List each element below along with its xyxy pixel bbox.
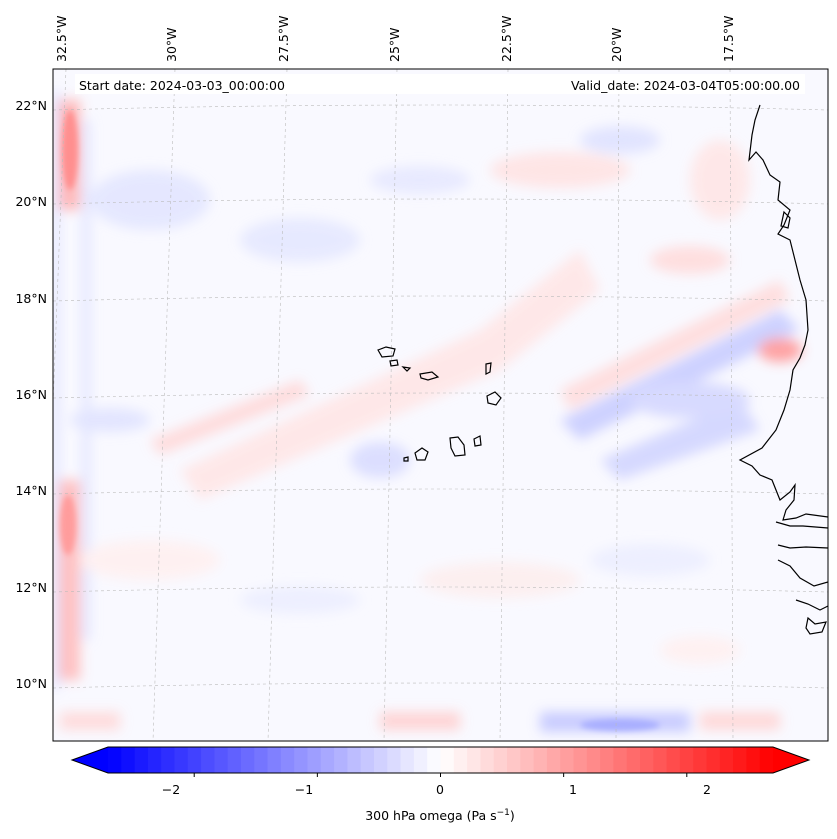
- colorbar-segment: [427, 747, 441, 773]
- colorbar-segment: [706, 747, 721, 773]
- lat-label-12n: 12°N: [15, 580, 47, 595]
- colorbar-extend-high: [773, 747, 809, 773]
- colorbar-segment: [440, 747, 455, 773]
- colorbar-segment: [374, 747, 388, 773]
- lon-label-27-5w: 27.5°W: [276, 15, 291, 62]
- colorbar-segment: [214, 747, 229, 773]
- lon-label-32-5w: 32.5°W: [54, 15, 69, 62]
- colorbar-segment: [161, 747, 175, 773]
- lat-label-16n: 16°N: [15, 387, 47, 402]
- colorbar-segment: [533, 747, 548, 773]
- coastline: [377, 104, 828, 635]
- colorbar-segment: [586, 747, 601, 773]
- colorbar-segment: [560, 747, 574, 773]
- header-band: [75, 74, 805, 94]
- colorbar-segment: [307, 747, 322, 773]
- colorbar-outline: [70, 746, 811, 774]
- colorbar-segment: [280, 747, 295, 773]
- colorbar-segment: [493, 747, 508, 773]
- graticule: [53, 69, 828, 741]
- colorbar-segment: [573, 747, 588, 773]
- lon-label-25w: 25°W: [387, 27, 402, 62]
- colorbar-segment: [467, 747, 481, 773]
- colorbar-segment: [294, 747, 308, 773]
- colorbar-label: 300 hPa omega (Pa s−1): [0, 808, 837, 823]
- map-frame: [52, 68, 829, 742]
- colorbar: [70, 746, 811, 777]
- lat-label-14n: 14°N: [15, 483, 47, 498]
- colorbar-segment: [320, 747, 335, 773]
- omega-field: [53, 90, 802, 732]
- colorbar-tick-label: 2: [703, 782, 711, 797]
- valid-date-text: Valid_date: 2024-03-04T05:00:00.00: [570, 78, 800, 93]
- colorbar-segment: [520, 747, 535, 773]
- lat-label-22n: 22°N: [15, 98, 47, 113]
- colorbar-segment: [640, 747, 654, 773]
- colorbar-segment: [108, 747, 122, 773]
- lat-label-18n: 18°N: [15, 291, 47, 306]
- colorbar-segment: [453, 747, 468, 773]
- colorbar-segment: [653, 747, 668, 773]
- colorbar-segment: [347, 747, 362, 773]
- lat-label-20n: 20°N: [15, 194, 47, 209]
- colorbar-segment: [174, 747, 189, 773]
- colorbar-tick-label: −2: [161, 782, 181, 797]
- colorbar-tick-label: 1: [569, 782, 577, 797]
- lon-label-22-5w: 22.5°W: [499, 15, 514, 62]
- colorbar-segment: [666, 747, 681, 773]
- colorbar-tick-label: −1: [294, 782, 314, 797]
- colorbar-segment: [746, 747, 761, 773]
- lon-label-20w: 20°W: [609, 27, 624, 62]
- colorbar-segment: [227, 747, 242, 773]
- colorbar-segment: [121, 747, 136, 773]
- colorbar-segment: [626, 747, 641, 773]
- colorbar-segment: [387, 747, 402, 773]
- colorbar-tick-label: 0: [436, 782, 444, 797]
- colorbar-extend-low: [72, 747, 108, 773]
- colorbar-label-exponent: −1: [496, 808, 510, 818]
- lon-label-17-5w: 17.5°W: [721, 15, 736, 62]
- colorbar-segment: [134, 747, 149, 773]
- colorbar-segment: [719, 747, 734, 773]
- colorbar-segment: [733, 747, 747, 773]
- colorbar-segment: [546, 747, 561, 773]
- colorbar-segment: [400, 747, 415, 773]
- colorbar-segment: [360, 747, 375, 773]
- colorbar-segment: [334, 747, 348, 773]
- colorbar-segment: [267, 747, 282, 773]
- start-date-text: Start date: 2024-03-03_00:00:00: [79, 78, 285, 93]
- colorbar-segment: [480, 747, 495, 773]
- colorbar-segment: [759, 747, 774, 773]
- colorbar-segment: [693, 747, 707, 773]
- colorbar-segment: [613, 747, 628, 773]
- colorbar-label-end: ): [509, 808, 515, 824]
- colorbar-segment: [600, 747, 614, 773]
- colorbar-segment: [201, 747, 215, 773]
- lon-label-30w: 30°W: [164, 27, 179, 62]
- colorbar-label-text: 300 hPa omega (Pa s: [365, 808, 497, 824]
- colorbar-segment: [254, 747, 269, 773]
- colorbar-segment: [147, 747, 162, 773]
- lat-label-10n: 10°N: [15, 676, 47, 691]
- colorbar-segment: [241, 747, 255, 773]
- colorbar-segment: [507, 747, 521, 773]
- colorbar-segment: [679, 747, 694, 773]
- colorbar-segment: [187, 747, 202, 773]
- colorbar-segment: [413, 747, 428, 773]
